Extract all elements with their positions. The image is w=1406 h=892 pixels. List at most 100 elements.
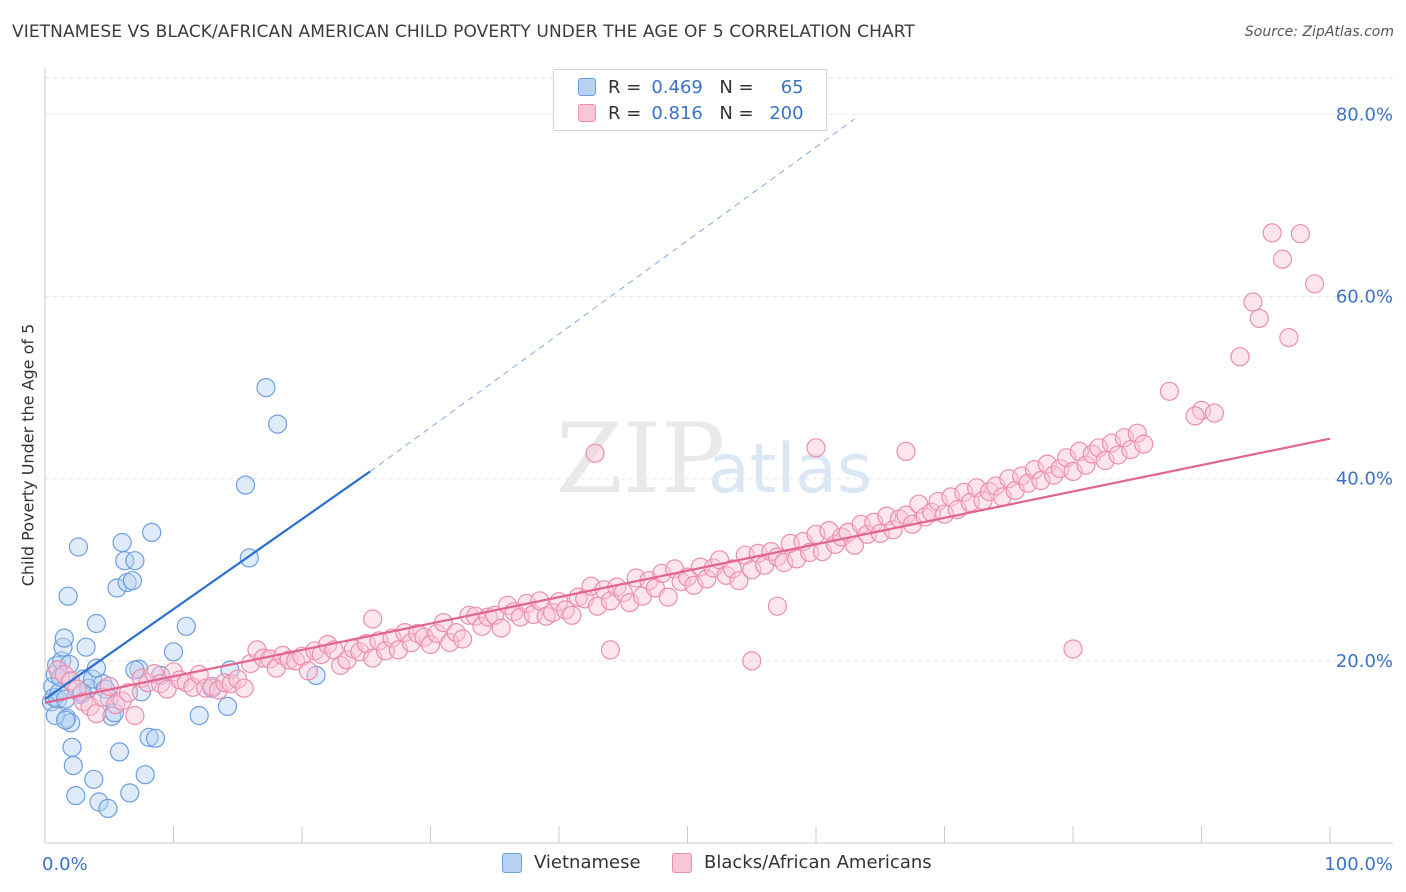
data-point xyxy=(99,676,119,697)
data-point xyxy=(98,798,118,819)
series-black-african-americans xyxy=(48,223,1325,726)
data-point xyxy=(68,537,89,557)
data-point xyxy=(562,605,582,625)
data-point xyxy=(217,696,238,717)
data-point xyxy=(66,785,86,806)
data-point xyxy=(45,705,65,726)
data-point xyxy=(268,414,288,434)
data-point xyxy=(742,651,762,671)
data-point xyxy=(729,571,749,591)
data-point xyxy=(1249,308,1269,328)
data-point xyxy=(76,637,96,657)
data-point xyxy=(440,632,460,653)
series-vietnamese xyxy=(41,378,326,819)
data-point xyxy=(1262,223,1282,243)
series-legend: Vietnamese Blacks/African Americans xyxy=(0,852,1406,876)
legend-r-label: R = xyxy=(608,76,642,98)
data-point xyxy=(1243,292,1263,312)
data-point xyxy=(142,522,162,543)
data-point xyxy=(122,571,142,591)
data-point xyxy=(61,713,81,733)
data-point xyxy=(135,765,155,785)
data-point xyxy=(585,443,605,463)
legend-swatch-vietnamese xyxy=(578,78,596,96)
data-point xyxy=(176,616,196,636)
data-point xyxy=(202,676,222,697)
data-point xyxy=(109,742,130,762)
data-point xyxy=(67,679,87,699)
legend-n-value: 200 xyxy=(769,102,804,124)
data-point xyxy=(107,578,127,598)
data-point xyxy=(1089,438,1109,458)
data-point xyxy=(453,629,473,649)
data-point xyxy=(54,628,74,648)
y-tick-label: 60.0% xyxy=(1336,287,1393,308)
data-point xyxy=(55,710,76,730)
data-point xyxy=(1304,274,1325,294)
data-point xyxy=(1108,445,1128,465)
data-point xyxy=(722,559,743,579)
data-point xyxy=(84,769,104,789)
data-point xyxy=(256,378,276,398)
data-point xyxy=(774,552,794,573)
data-point xyxy=(1230,347,1250,367)
watermark-zip: ZIP xyxy=(556,403,725,515)
data-point xyxy=(363,609,383,629)
y-tick-label: 80.0% xyxy=(1336,104,1393,125)
data-point xyxy=(1204,403,1225,423)
legend-swatch-vietnamese xyxy=(502,852,522,873)
data-point xyxy=(102,706,122,727)
legend-row-vietnamese: R = 0.469 N = 65 xyxy=(578,75,804,99)
legend-item-black[interactable]: Blacks/African Americans xyxy=(672,852,932,873)
x-tick-label: 100.0% xyxy=(1324,854,1393,875)
legend-item-vietnamese[interactable]: Vietnamese xyxy=(502,852,641,873)
legend-r-value: 0.469 xyxy=(651,76,703,98)
data-point xyxy=(163,642,184,662)
legend-n-value: 65 xyxy=(780,76,804,98)
data-point xyxy=(125,705,145,726)
x-tick-label: 0.0% xyxy=(42,854,88,875)
data-point xyxy=(928,491,948,512)
watermark: ZIP atlas xyxy=(556,403,872,515)
trend-line-vietnamese xyxy=(44,470,371,701)
chart-title: VIETNAMESE VS BLACK/AFRICAN AMERICAN CHI… xyxy=(12,22,915,42)
data-point xyxy=(59,654,80,675)
trend-line-black xyxy=(44,437,1331,704)
axes xyxy=(44,68,1393,844)
data-point xyxy=(120,783,140,803)
data-point xyxy=(1063,639,1083,659)
trend-lines xyxy=(44,118,1331,704)
data-point xyxy=(189,705,209,726)
data-point xyxy=(1076,455,1096,475)
data-point xyxy=(1127,423,1147,443)
x-tick-labels: 0.0% 100.0% xyxy=(42,854,1393,875)
data-point xyxy=(115,551,135,571)
y-tick-labels: 20.0% 40.0% 60.0% 80.0% xyxy=(1336,104,1393,671)
data-point xyxy=(86,613,107,634)
data-point xyxy=(118,683,139,703)
data-point xyxy=(106,694,126,715)
data-point xyxy=(63,755,83,776)
legend-n-label: N = xyxy=(719,76,754,98)
data-point xyxy=(420,634,441,655)
data-point xyxy=(382,628,402,648)
legend-swatch-black xyxy=(672,852,692,873)
legend-r-value: 0.816 xyxy=(651,102,703,124)
legend-n-label: N = xyxy=(719,102,754,124)
data-point xyxy=(1290,224,1311,244)
legend-label-black: Blacks/African Americans xyxy=(704,852,932,873)
data-point xyxy=(414,627,434,647)
data-point xyxy=(742,560,762,580)
stats-legend: R = 0.469 N = 65 R = 0.816 N = 200 xyxy=(553,69,827,131)
y-tick-label: 40.0% xyxy=(1336,469,1393,490)
data-point xyxy=(954,482,974,502)
source-label: Source: ZipAtlas.com xyxy=(1244,24,1394,40)
data-point xyxy=(125,551,145,571)
legend-swatch-black xyxy=(578,104,596,122)
data-point xyxy=(806,438,826,458)
data-point xyxy=(491,618,511,638)
data-point xyxy=(536,606,556,626)
data-point xyxy=(139,727,159,748)
data-point xyxy=(896,441,916,461)
